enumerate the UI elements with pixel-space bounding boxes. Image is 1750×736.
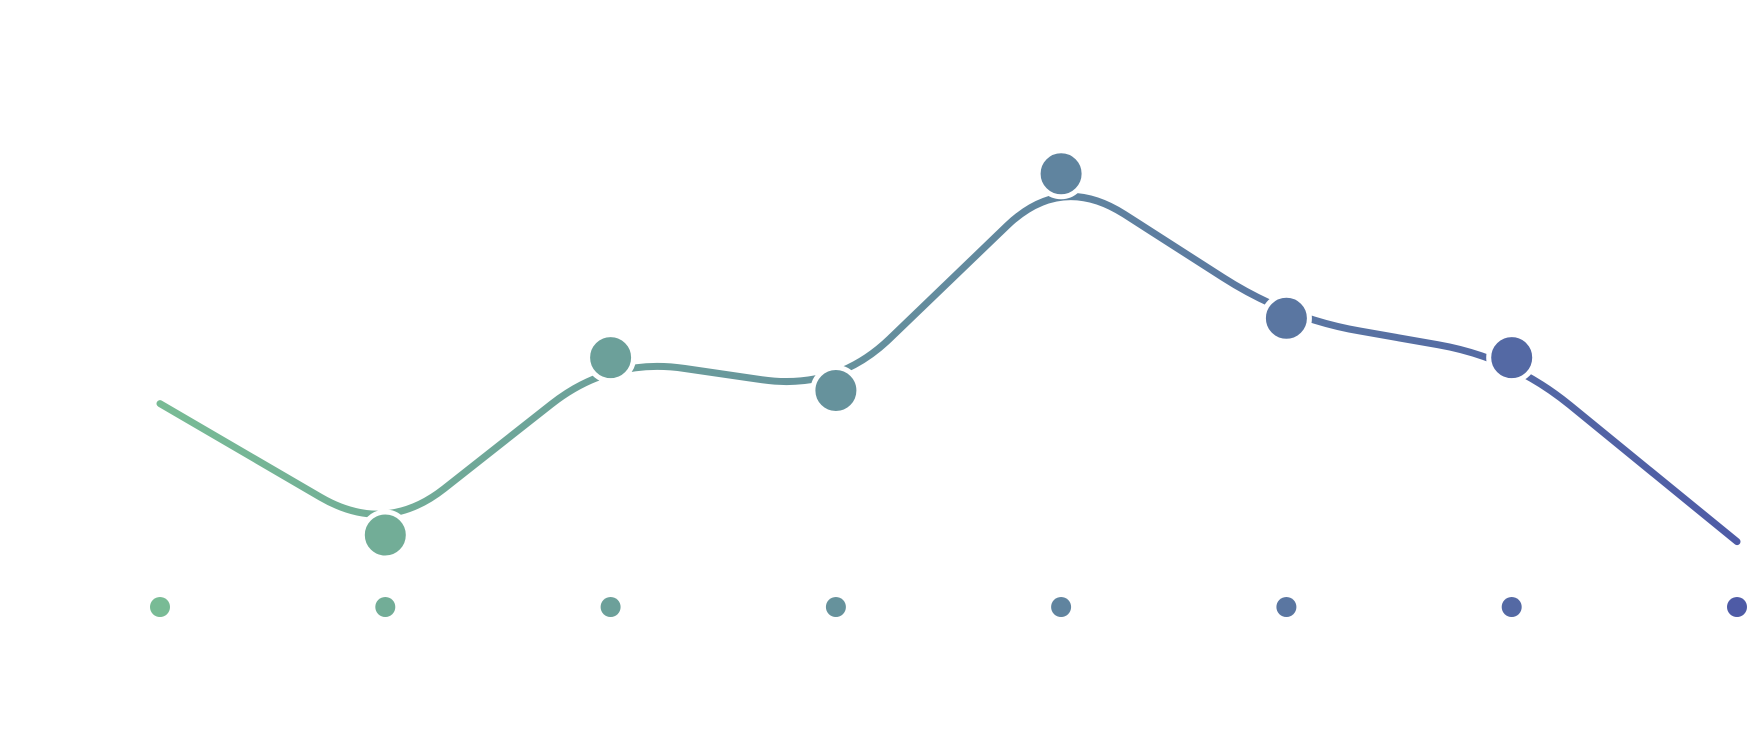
x-axis-dot-icon: [150, 597, 170, 617]
data-marker-layer: [359, 148, 1538, 561]
x-axis-dot-icon: [825, 597, 846, 617]
data-point-marker: [1035, 148, 1087, 200]
data-point-marker: [1486, 332, 1538, 384]
data-point-marker: [585, 332, 637, 384]
series-line: [156, 193, 1741, 546]
data-point-marker: [1260, 292, 1312, 344]
data-point-marker: [810, 365, 862, 416]
x-axis-dot-icon: [1501, 597, 1522, 617]
series-layer: [156, 193, 1741, 546]
x-axis-dot-icon: [375, 597, 396, 617]
x-axis-dot-icon: [1051, 597, 1072, 617]
x-axis-dot-icon: [1276, 597, 1297, 617]
x-axis-dot-row: [150, 597, 1747, 617]
x-axis-dot-icon: [600, 597, 621, 617]
data-point-marker: [359, 509, 411, 561]
x-axis-dot-icon: [1727, 597, 1747, 617]
